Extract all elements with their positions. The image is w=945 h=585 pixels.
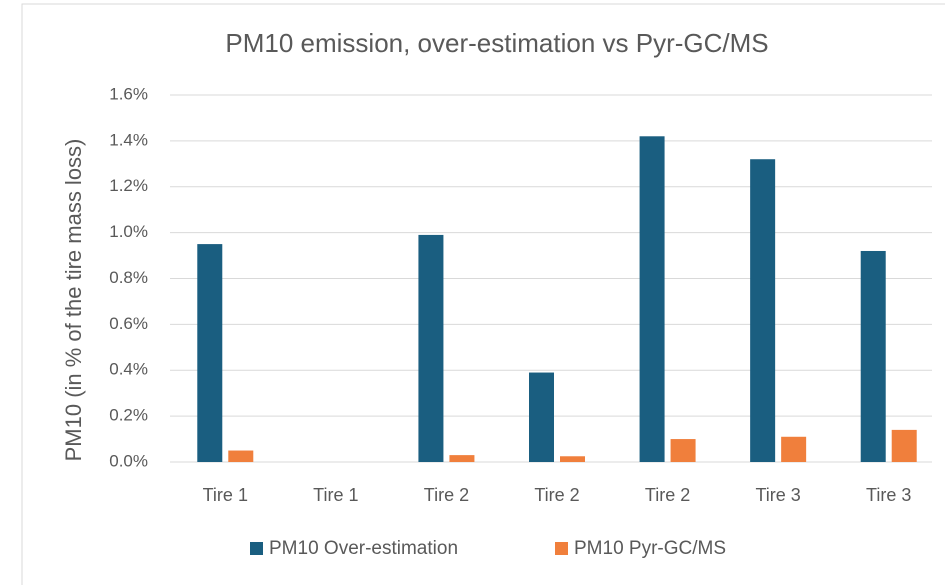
chart-title: PM10 emission, over-estimation vs Pyr-GC… xyxy=(225,28,768,58)
bar xyxy=(670,439,696,462)
x-tick-label: Tire 1 xyxy=(313,485,358,505)
bar xyxy=(891,429,917,462)
bar xyxy=(529,372,554,462)
x-tick-label: Tire 2 xyxy=(424,485,469,505)
bar xyxy=(197,244,223,462)
legend-label: PM10 Over-estimation xyxy=(269,538,458,559)
legend-label: PM10 Pyr-GC/MS xyxy=(574,538,726,559)
y-tick-label: 1.0% xyxy=(109,222,148,241)
chart-frame xyxy=(21,3,945,585)
bar xyxy=(418,234,444,462)
x-tick-label: Tire 2 xyxy=(645,485,690,505)
y-tick-label: 0.0% xyxy=(109,451,148,470)
y-tick-label: 0.4% xyxy=(109,360,148,379)
y-tick-label: 1.4% xyxy=(109,130,148,149)
x-tick-label: Tire 3 xyxy=(755,485,800,505)
y-tick-label: 0.8% xyxy=(109,268,148,287)
bar xyxy=(860,250,886,462)
y-axis-label: PM10 (in % of the tire mass loss) xyxy=(61,139,86,462)
legend-swatch xyxy=(250,542,263,555)
legend-swatch xyxy=(555,542,568,555)
x-tick-label: Tire 3 xyxy=(866,485,911,505)
y-tick-label: 0.6% xyxy=(109,314,148,333)
bar xyxy=(228,450,254,462)
bar xyxy=(781,436,807,462)
y-tick-label: 0.2% xyxy=(109,406,148,425)
bar xyxy=(639,136,665,462)
bar xyxy=(560,456,585,462)
y-tick-label: 1.6% xyxy=(109,84,148,103)
bar xyxy=(449,455,475,462)
bar xyxy=(750,159,776,462)
x-tick-label: Tire 2 xyxy=(534,485,579,505)
y-tick-label: 1.2% xyxy=(109,176,148,195)
x-tick-label: Tire 1 xyxy=(203,485,248,505)
